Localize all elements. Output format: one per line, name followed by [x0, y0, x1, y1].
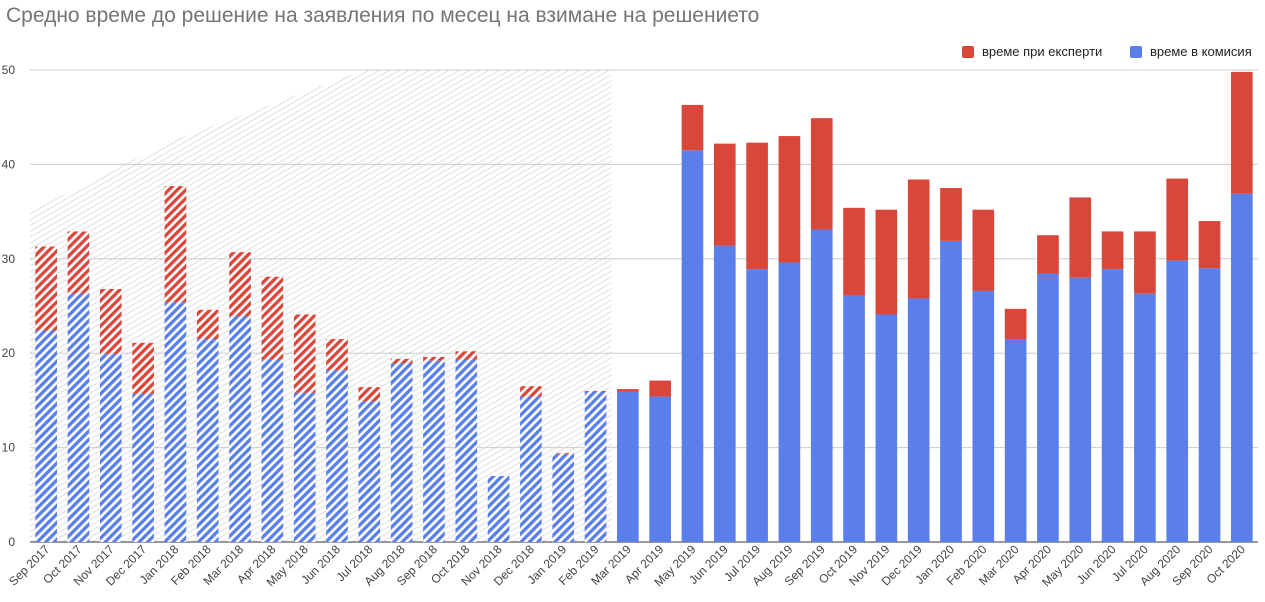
y-tick-label: 10: [2, 441, 16, 455]
bar-experts-jul-2018: [358, 387, 381, 402]
bar-experts-mar-2020: [1004, 308, 1027, 340]
bar-experts-nov-2019: [875, 209, 898, 315]
bar-commission-nov-2017: [99, 354, 122, 542]
bar-experts-aug-2018: [390, 358, 413, 364]
bar-experts-may-2019: [681, 104, 704, 151]
bars: [35, 71, 1253, 543]
bar-experts-apr-2019: [649, 380, 671, 397]
y-tick-label: 20: [2, 346, 16, 360]
bar-commission-feb-2020: [972, 290, 995, 542]
bar-experts-jul-2019: [746, 142, 768, 270]
bar-experts-sep-2020: [1198, 221, 1221, 269]
bar-experts-feb-2018: [196, 309, 219, 340]
bar-commission-sep-2019: [810, 229, 833, 542]
bar-commission-jun-2018: [326, 370, 348, 542]
bar-commission-apr-2019: [649, 396, 671, 542]
bar-commission-jan-2019: [552, 454, 575, 542]
bar-commission-jan-2018: [164, 302, 187, 542]
bar-experts-mar-2019: [617, 389, 639, 392]
bar-commission-sep-2017: [35, 330, 57, 542]
legend-item-commission[interactable]: време в комисия: [1130, 44, 1252, 59]
bar-experts-oct-2017: [67, 231, 90, 294]
legend-label-experts: време при експерти: [982, 44, 1103, 59]
bar-commission-sep-2020: [1198, 268, 1221, 542]
bar-commission-aug-2018: [390, 363, 413, 542]
bar-experts-nov-2017: [99, 289, 122, 355]
bar-commission-may-2019: [681, 150, 704, 543]
bar-commission-jan-2020: [940, 240, 962, 542]
bar-commission-oct-2018: [455, 359, 478, 542]
bar-commission-jun-2020: [1101, 269, 1124, 542]
bar-experts-jan-2018: [164, 186, 187, 303]
bar-commission-sep-2018: [423, 360, 445, 542]
bar-commission-aug-2020: [1166, 260, 1189, 542]
bar-experts-oct-2018: [455, 351, 478, 360]
bar-experts-sep-2017: [35, 246, 57, 331]
bar-commission-feb-2019: [584, 391, 607, 542]
bar-experts-jul-2020: [1134, 231, 1156, 294]
y-tick-label: 50: [2, 63, 16, 77]
bar-commission-jul-2018: [358, 401, 381, 542]
bar-experts-jan-2019: [552, 453, 575, 455]
bar-experts-feb-2020: [972, 209, 995, 291]
bar-experts-jun-2020: [1101, 231, 1124, 270]
bar-commission-mar-2019: [617, 391, 639, 542]
bar-experts-apr-2018: [261, 276, 284, 360]
legend-item-experts[interactable]: време при експерти: [962, 44, 1102, 59]
bar-commission-dec-2018: [520, 396, 542, 542]
bar-experts-sep-2018: [423, 356, 445, 361]
bar-commission-aug-2019: [778, 262, 801, 542]
bar-commission-mar-2020: [1004, 339, 1027, 542]
bar-commission-jun-2019: [713, 245, 736, 543]
bar-experts-aug-2020: [1166, 178, 1189, 261]
legend-label-commission: време в комисия: [1150, 44, 1252, 59]
legend-swatch-commission: [1130, 45, 1142, 58]
bar-commission-apr-2020: [1037, 273, 1059, 542]
bar-commission-may-2020: [1069, 277, 1092, 542]
bar-experts-jan-2020: [940, 188, 962, 241]
bar-experts-dec-2019: [907, 179, 930, 299]
bar-commission-mar-2018: [229, 316, 251, 542]
bar-commission-jul-2019: [746, 269, 768, 542]
bar-experts-may-2018: [293, 314, 316, 393]
bar-commission-apr-2018: [261, 359, 284, 542]
chart-title: Средно време до решение на заявления по …: [6, 4, 760, 27]
bar-experts-jun-2019: [713, 143, 736, 246]
bar-experts-oct-2019: [843, 207, 865, 296]
bar-commission-oct-2019: [843, 295, 865, 542]
bar-experts-may-2020: [1069, 197, 1092, 278]
bar-commission-nov-2018: [487, 475, 510, 542]
bar-commission-dec-2019: [907, 298, 930, 542]
bar-commission-oct-2017: [67, 293, 90, 542]
bar-commission-may-2018: [293, 392, 316, 542]
bar-experts-oct-2020: [1231, 71, 1253, 194]
bar-experts-dec-2018: [520, 386, 542, 397]
y-tick-label: 40: [2, 157, 16, 171]
y-tick-label: 0: [8, 535, 15, 549]
bar-commission-jul-2020: [1134, 293, 1156, 542]
bar-commission-feb-2018: [196, 339, 219, 542]
y-axis: 0 10 20 30 40 50: [2, 63, 16, 549]
legend-swatch-experts: [962, 45, 974, 58]
bar-experts-feb-2019: [584, 390, 607, 392]
bar-experts-dec-2017: [132, 342, 154, 394]
bar-experts-mar-2018: [229, 252, 251, 317]
y-tick-label: 30: [2, 252, 16, 266]
bar-experts-jun-2018: [326, 339, 348, 371]
bar-experts-apr-2020: [1037, 235, 1059, 274]
bar-commission-dec-2017: [132, 393, 154, 542]
bar-commission-oct-2020: [1231, 193, 1253, 542]
bar-experts-aug-2019: [778, 136, 801, 263]
bar-commission-nov-2019: [875, 314, 898, 542]
bar-experts-sep-2019: [810, 118, 833, 230]
